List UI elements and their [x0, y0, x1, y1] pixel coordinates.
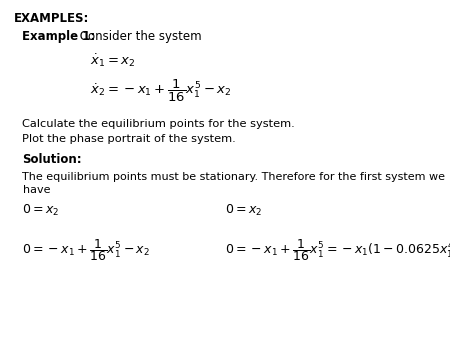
Text: Calculate the equilibrium points for the system.: Calculate the equilibrium points for the…: [22, 119, 295, 129]
Text: have: have: [22, 185, 50, 195]
Text: The equilibrium points must be stationary. Therefore for the first system we: The equilibrium points must be stationar…: [22, 172, 446, 182]
Text: EXAMPLES:: EXAMPLES:: [14, 12, 89, 25]
Text: Plot the phase portrait of the system.: Plot the phase portrait of the system.: [22, 134, 236, 144]
Text: $\dot{x}_2 = -x_1 + \dfrac{1}{16}x_1^5 - x_2$: $\dot{x}_2 = -x_1 + \dfrac{1}{16}x_1^5 -…: [90, 78, 232, 104]
Text: $0 = x_2$: $0 = x_2$: [22, 203, 60, 218]
Text: Solution:: Solution:: [22, 153, 82, 166]
Text: Consider the system: Consider the system: [76, 30, 201, 43]
Text: $0 = x_2$: $0 = x_2$: [225, 203, 262, 218]
Text: $0 = -x_1 + \dfrac{1}{16}x_1^5 = -x_1(1 - 0.0625x_1^4)$: $0 = -x_1 + \dfrac{1}{16}x_1^5 = -x_1(1 …: [225, 237, 450, 263]
Text: $\dot{x}_1 = x_2$: $\dot{x}_1 = x_2$: [90, 52, 135, 69]
Text: Example 1:: Example 1:: [22, 30, 96, 43]
Text: $0 = -x_1 + \dfrac{1}{16}x_1^5 - x_2$: $0 = -x_1 + \dfrac{1}{16}x_1^5 - x_2$: [22, 237, 150, 263]
